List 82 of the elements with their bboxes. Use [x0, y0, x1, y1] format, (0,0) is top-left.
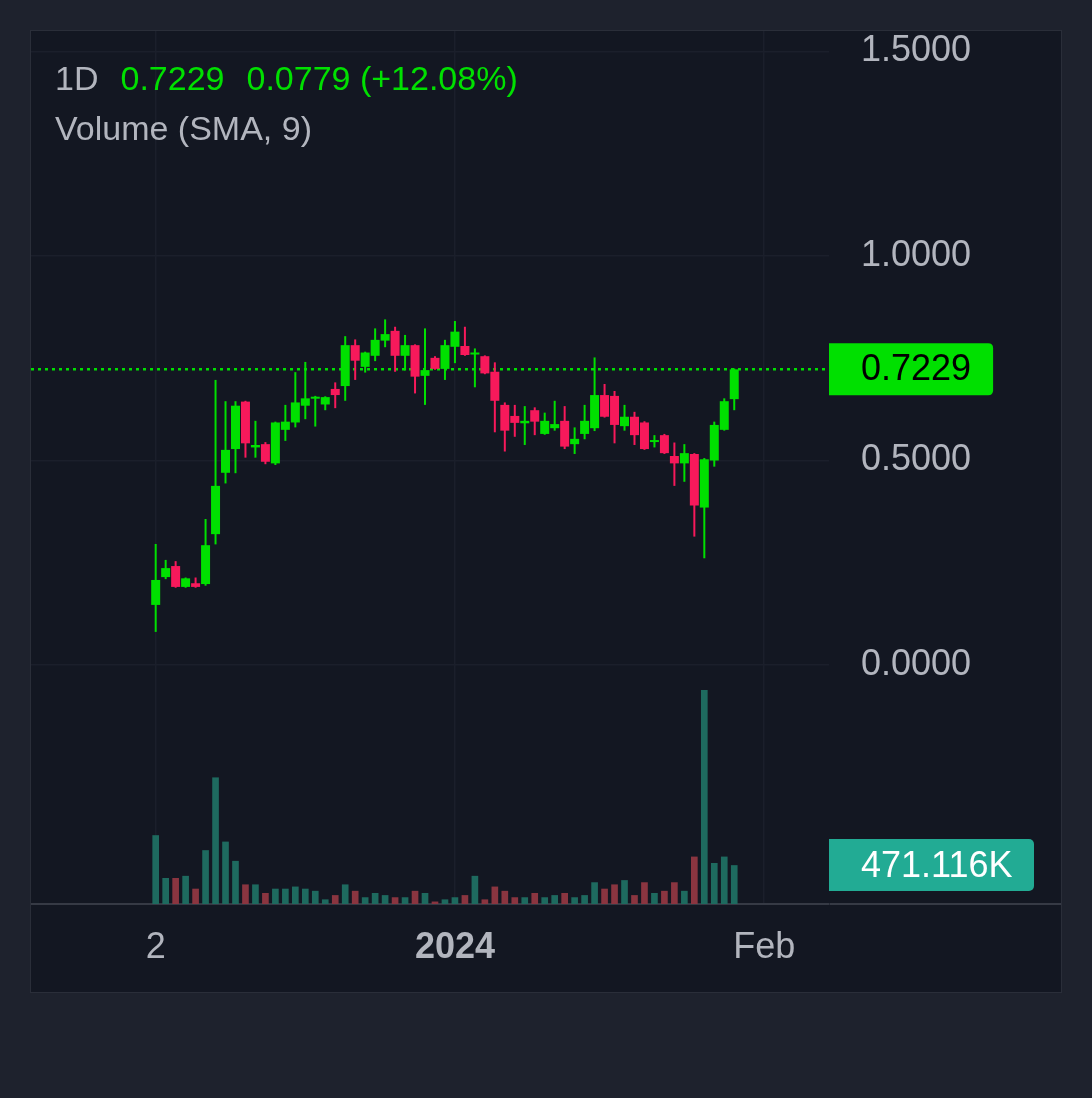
bar — [451, 897, 459, 904]
y-tick-label: 1.0000 — [861, 232, 972, 274]
bar — [262, 892, 269, 904]
annotation: 0.7229 — [120, 59, 225, 97]
bar — [232, 860, 239, 904]
bar — [172, 877, 179, 904]
candlestick — [221, 400, 231, 485]
bar — [631, 895, 638, 904]
bar — [591, 882, 598, 904]
x-tick-label: Feb — [733, 924, 796, 966]
bar — [571, 897, 578, 904]
bar — [461, 895, 469, 904]
bar — [222, 841, 229, 904]
candlestick — [620, 403, 630, 432]
candlestick — [350, 338, 360, 381]
bar — [441, 899, 449, 904]
bar — [551, 895, 559, 904]
bar — [371, 892, 379, 904]
bar — [162, 877, 169, 904]
bar — [361, 897, 369, 904]
bar — [282, 888, 289, 904]
bar — [192, 888, 199, 904]
bar — [252, 884, 259, 904]
annotation: 0.0779 (+12.08%) — [246, 59, 518, 97]
y-tick-label: 0.5000 — [861, 437, 972, 479]
text: 471.116K — [829, 839, 1035, 892]
bar — [311, 890, 319, 904]
bar — [691, 856, 698, 904]
bar — [531, 892, 539, 904]
bar — [561, 892, 568, 904]
bar — [202, 850, 209, 904]
bar — [301, 888, 309, 904]
ref-line-label: 0.7229 — [861, 347, 972, 389]
bar — [421, 892, 429, 904]
bar — [681, 890, 688, 904]
candlestick — [330, 381, 340, 410]
candlestick — [260, 441, 270, 466]
candlestick — [659, 432, 669, 455]
bar — [212, 777, 219, 904]
bar — [730, 865, 738, 904]
bar — [401, 897, 409, 904]
bar — [321, 899, 329, 904]
candlestick — [530, 406, 540, 437]
x-tick-label: 2 — [145, 924, 166, 966]
chart-title: Volume (SMA, 9) — [55, 109, 312, 147]
bar — [391, 897, 399, 904]
bar — [541, 897, 549, 904]
bar — [341, 884, 349, 904]
bar — [331, 895, 339, 904]
bar — [471, 875, 479, 904]
bar — [651, 892, 658, 904]
bar — [710, 863, 718, 904]
candlestick — [570, 426, 580, 455]
candlestick — [161, 558, 171, 581]
bar — [501, 890, 509, 904]
bar — [621, 880, 628, 904]
bar — [511, 897, 519, 904]
candlestick — [679, 443, 689, 483]
bar — [292, 886, 299, 904]
bar — [152, 835, 160, 904]
bar — [671, 882, 678, 904]
bar — [581, 895, 588, 904]
bar — [611, 884, 618, 904]
bar — [641, 882, 648, 904]
bar — [182, 875, 189, 904]
bar — [381, 895, 389, 904]
bar — [481, 899, 489, 904]
bar — [601, 888, 608, 904]
candlestick — [669, 441, 679, 487]
y-tick-label: 1.5000 — [861, 28, 972, 70]
bar — [720, 856, 728, 904]
bar — [521, 897, 529, 904]
y-tick-label: 0.0000 — [861, 641, 972, 683]
candlestick — [460, 325, 470, 357]
bar — [661, 890, 668, 904]
candlestick — [171, 560, 181, 589]
text: 1D — [55, 59, 99, 97]
bar — [700, 690, 708, 904]
bar — [272, 888, 279, 904]
x-tick-label: 2024 — [414, 924, 495, 966]
bar — [351, 890, 359, 904]
bar — [242, 884, 249, 904]
